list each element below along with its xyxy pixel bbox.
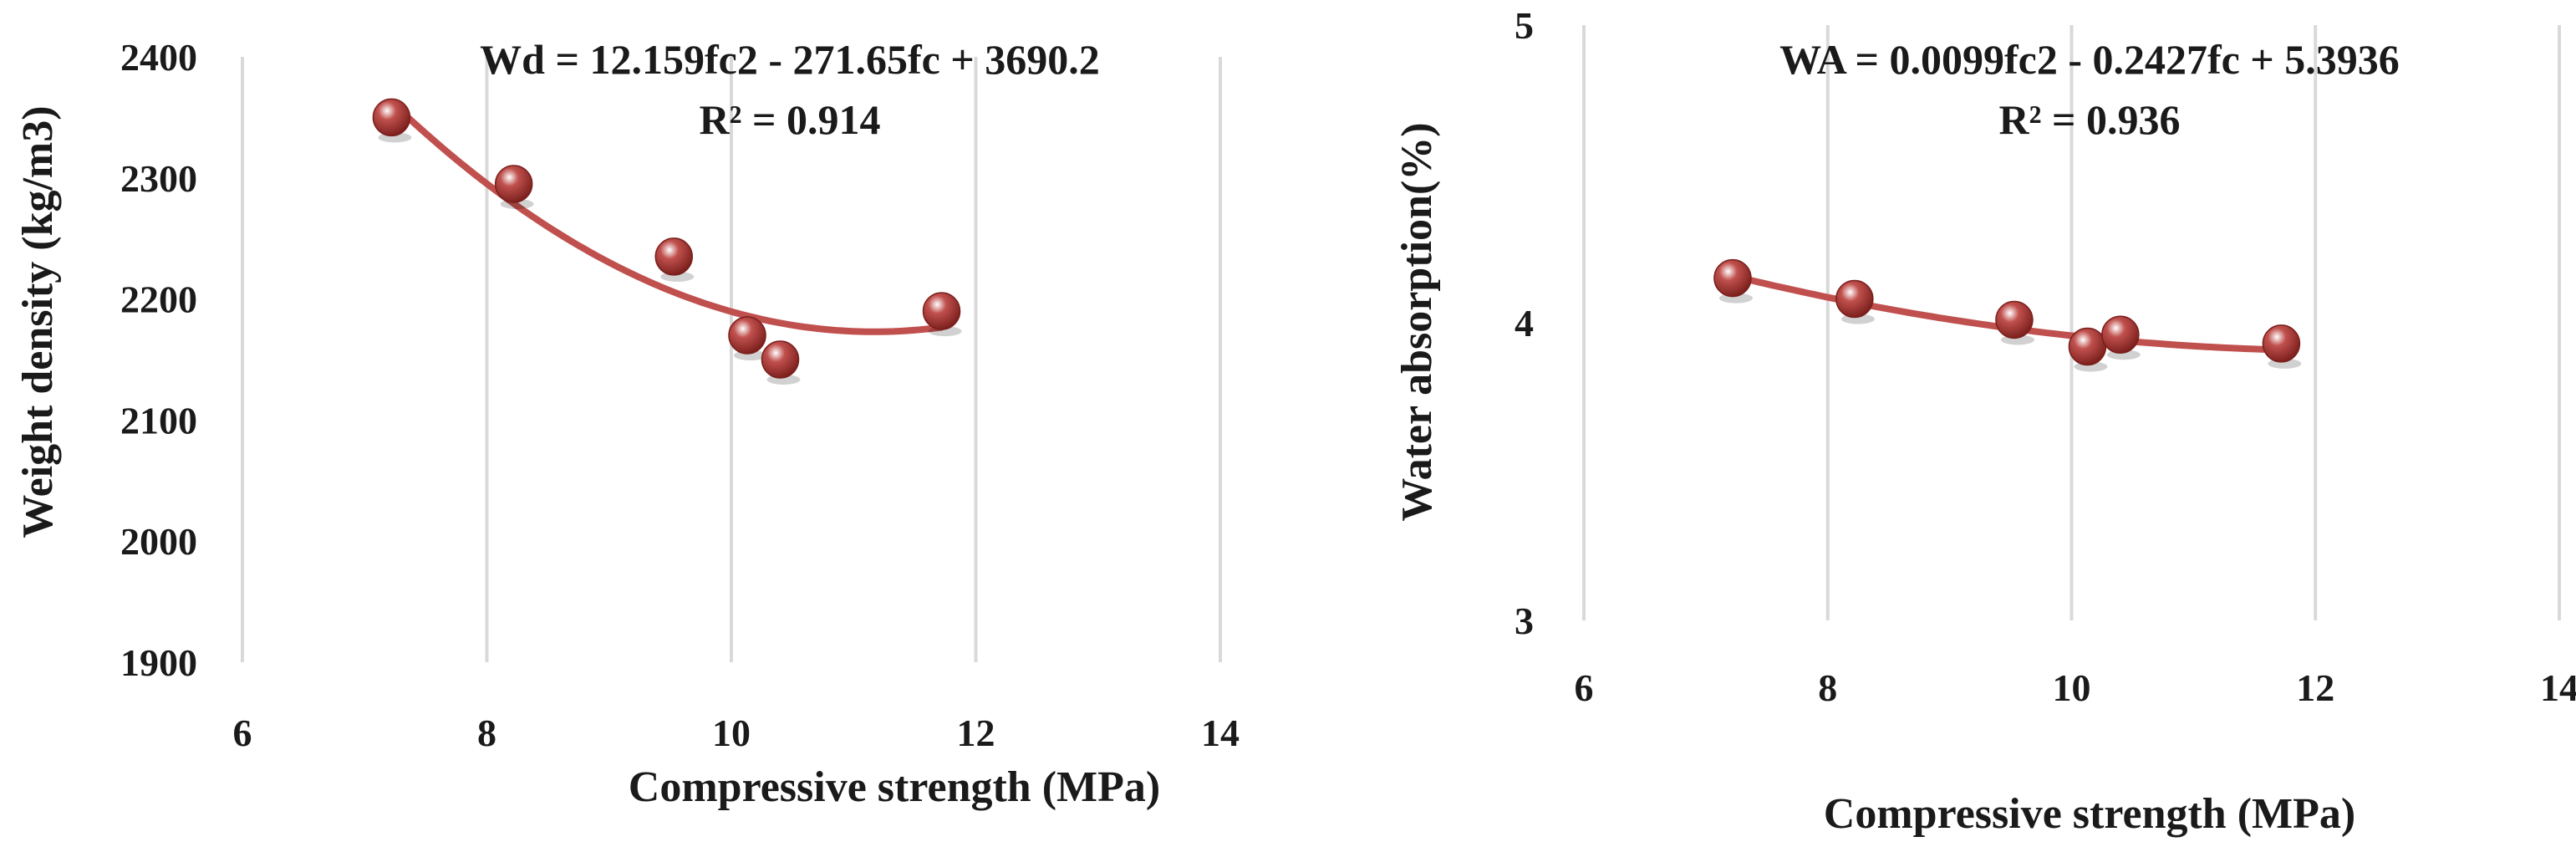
chart-weight-density: 1900 2000 2100 2200 2300 2400 6 8 10 12 14 Weight… <box>14 36 1240 811</box>
x-tick-label: 10 <box>712 712 751 754</box>
data-point <box>496 166 532 202</box>
y-axis-title: Water absorption(%) <box>1393 122 1441 521</box>
x-tick-label: 8 <box>1818 666 1837 709</box>
data-point <box>1996 301 2033 338</box>
y-tick-label: 2100 <box>120 399 197 441</box>
x-tick-label: 14 <box>1201 712 1240 754</box>
data-point <box>2069 328 2105 365</box>
y-tick-labels: 1900 2000 2100 2200 2300 2400 <box>120 36 197 684</box>
x-tick-labels: 6 8 10 12 14 <box>233 712 1240 754</box>
data-point <box>1836 281 1873 318</box>
x-tick-label: 6 <box>1575 666 1594 709</box>
x-tick-label: 6 <box>233 712 252 754</box>
r-squared-label: R² = 0.936 <box>1998 96 2180 143</box>
x-tick-label: 14 <box>2540 666 2576 709</box>
y-tick-label: 2200 <box>120 278 197 321</box>
x-axis-title: Compressive strength (MPa) <box>1824 790 2355 838</box>
x-tick-label: 10 <box>2053 666 2091 709</box>
x-tick-label: 12 <box>957 712 995 754</box>
data-point <box>655 238 692 275</box>
x-tick-labels: 6 8 10 12 14 <box>1575 666 2576 709</box>
data-points <box>1714 260 2301 372</box>
data-point <box>373 99 410 135</box>
data-point <box>762 341 799 378</box>
y-tick-label: 2000 <box>120 520 197 563</box>
y-tick-label: 5 <box>1515 4 1534 47</box>
data-point <box>729 317 766 354</box>
y-axis-title: Weight density (kg/m3) <box>14 105 62 538</box>
y-tick-label: 1900 <box>120 641 197 684</box>
x-tick-label: 12 <box>2296 666 2334 709</box>
data-point <box>1714 260 1751 297</box>
gridlines <box>242 57 1220 662</box>
y-tick-label: 2300 <box>120 157 197 200</box>
data-point <box>924 293 960 329</box>
x-axis-title: Compressive strength (MPa) <box>629 763 1160 811</box>
y-tick-label: 3 <box>1515 600 1534 642</box>
equation-label: WA = 0.0099fc2 - 0.2427fc + 5.3936 <box>1779 36 2400 83</box>
y-tick-label: 4 <box>1515 302 1534 344</box>
chart-water-absorption: 3 4 5 6 8 10 12 14 Water absorption(%) Compres… <box>1393 4 2576 838</box>
y-tick-label: 2400 <box>120 36 197 79</box>
data-point <box>2263 325 2299 362</box>
y-tick-labels: 3 4 5 <box>1515 4 1534 642</box>
equation-label: Wd = 12.159fc2 - 271.65fc + 3690.2 <box>480 36 1100 83</box>
x-tick-label: 8 <box>477 712 496 754</box>
r-squared-label: R² = 0.914 <box>699 96 880 143</box>
data-point <box>2102 316 2139 353</box>
